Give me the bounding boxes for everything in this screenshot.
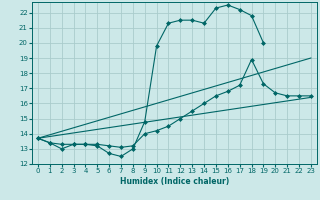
X-axis label: Humidex (Indice chaleur): Humidex (Indice chaleur) <box>120 177 229 186</box>
